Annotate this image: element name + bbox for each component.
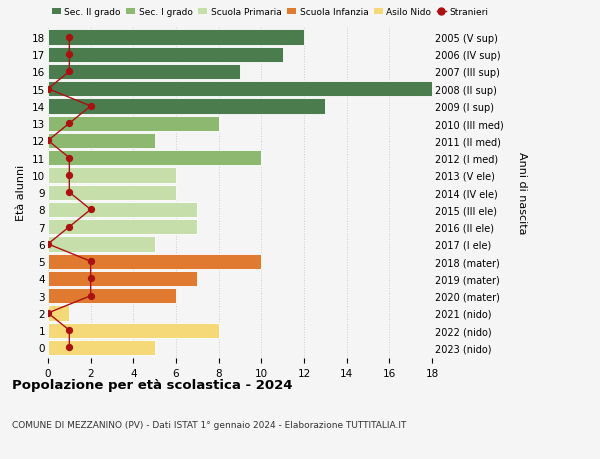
Point xyxy=(65,344,74,352)
Point xyxy=(86,292,95,300)
Bar xyxy=(48,99,325,114)
Bar xyxy=(48,254,262,269)
Bar xyxy=(48,219,197,235)
Bar xyxy=(48,323,218,338)
Point xyxy=(65,189,74,196)
Point xyxy=(65,120,74,128)
Bar xyxy=(48,116,218,131)
Point xyxy=(65,34,74,41)
Point xyxy=(65,224,74,231)
Point xyxy=(65,51,74,59)
Text: Popolazione per età scolastica - 2024: Popolazione per età scolastica - 2024 xyxy=(12,379,293,392)
Y-axis label: Età alunni: Età alunni xyxy=(16,165,26,221)
Bar xyxy=(48,340,155,355)
Y-axis label: Anni di nascita: Anni di nascita xyxy=(517,151,527,234)
Bar xyxy=(48,237,155,252)
Point xyxy=(86,275,95,282)
Bar xyxy=(48,30,304,45)
Bar xyxy=(48,47,283,62)
Bar xyxy=(48,271,197,286)
Text: COMUNE DI MEZZANINO (PV) - Dati ISTAT 1° gennaio 2024 - Elaborazione TUTTITALIA.: COMUNE DI MEZZANINO (PV) - Dati ISTAT 1°… xyxy=(12,420,406,429)
Bar xyxy=(48,151,262,166)
Point xyxy=(43,138,53,145)
Bar xyxy=(48,288,176,304)
Bar xyxy=(48,134,155,149)
Legend: Sec. II grado, Sec. I grado, Scuola Primaria, Scuola Infanzia, Asilo Nido, Stran: Sec. II grado, Sec. I grado, Scuola Prim… xyxy=(48,5,492,21)
Point xyxy=(43,309,53,317)
Bar xyxy=(48,82,432,97)
Point xyxy=(86,207,95,214)
Point xyxy=(65,172,74,179)
Point xyxy=(65,68,74,76)
Point xyxy=(65,155,74,162)
Point xyxy=(43,241,53,248)
Point xyxy=(86,258,95,265)
Bar xyxy=(48,168,176,183)
Bar xyxy=(48,65,240,80)
Point xyxy=(65,327,74,334)
Bar xyxy=(48,306,70,321)
Point xyxy=(43,86,53,93)
Bar xyxy=(48,202,197,218)
Bar xyxy=(48,185,176,200)
Point xyxy=(86,103,95,110)
